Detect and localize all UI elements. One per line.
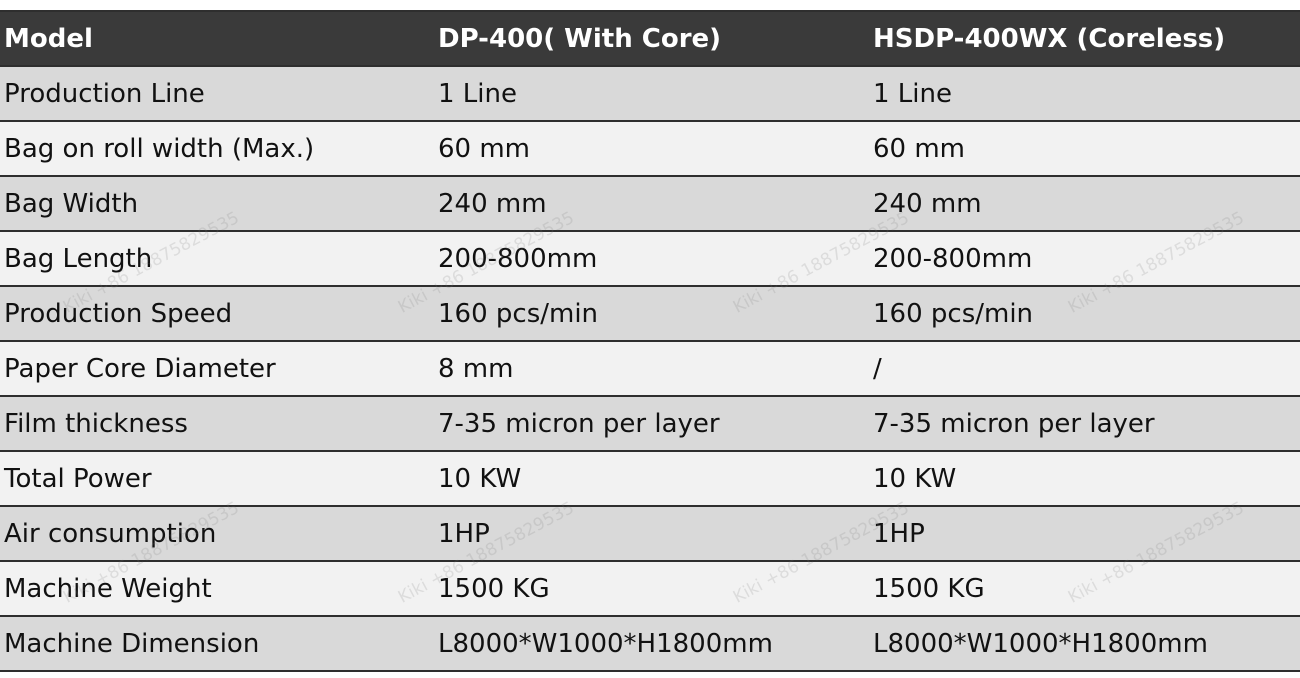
- cell-dp-400: 7-35 micron per layer: [434, 396, 869, 452]
- table-row: Production Line 1 Line 1 Line: [0, 66, 1300, 122]
- header-dp-400: DP-400( With Core): [434, 10, 869, 67]
- cell-dp-400: 60 mm: [434, 121, 869, 177]
- table-row: Bag on roll width (Max.) 60 mm 60 mm: [0, 121, 1300, 177]
- table-row: Air consumption 1HP 1HP: [0, 506, 1300, 562]
- cell-hsdp-400wx: L8000*W1000*H1800mm: [869, 616, 1300, 672]
- cell-hsdp-400wx: 60 mm: [869, 121, 1300, 177]
- table-row: Machine Weight 1500 KG 1500 KG: [0, 561, 1300, 617]
- cell-hsdp-400wx: 160 pcs/min: [869, 286, 1300, 342]
- row-label: Air consumption: [0, 506, 434, 562]
- row-label: Production Speed: [0, 286, 434, 342]
- cell-hsdp-400wx: 1 Line: [869, 66, 1300, 122]
- table-row: Film thickness 7-35 micron per layer 7-35 …: [0, 396, 1300, 452]
- table-row: Paper Core Diameter 8 mm /: [0, 341, 1300, 397]
- cell-dp-400: 160 pcs/min: [434, 286, 869, 342]
- table-row: Bag Length 200-800mm 200-800mm: [0, 231, 1300, 287]
- cell-hsdp-400wx: 1HP: [869, 506, 1300, 562]
- table-row: Bag Width 240 mm 240 mm: [0, 176, 1300, 232]
- cell-dp-400: 10 KW: [434, 451, 869, 507]
- cell-dp-400: 200-800mm: [434, 231, 869, 287]
- cell-dp-400: L8000*W1000*H1800mm: [434, 616, 869, 672]
- row-label: Bag Width: [0, 176, 434, 232]
- cell-dp-400: 8 mm: [434, 341, 869, 397]
- cell-dp-400: 1 Line: [434, 66, 869, 122]
- row-label: Machine Dimension: [0, 616, 434, 672]
- spec-table: Model DP-400( With Core) HSDP-400WX (Cor…: [0, 10, 1300, 672]
- row-label: Paper Core Diameter: [0, 341, 434, 397]
- cell-hsdp-400wx: 10 KW: [869, 451, 1300, 507]
- cell-hsdp-400wx: 1500 KG: [869, 561, 1300, 617]
- table-row: Production Speed 160 pcs/min 160 pcs/min: [0, 286, 1300, 342]
- row-label: Machine Weight: [0, 561, 434, 617]
- cell-dp-400: 1500 KG: [434, 561, 869, 617]
- row-label: Bag on roll width (Max.): [0, 121, 434, 177]
- table-row: Machine Dimension L8000*W1000*H1800mm L800…: [0, 616, 1300, 672]
- table-header-row: Model DP-400( With Core) HSDP-400WX (Cor…: [0, 10, 1300, 67]
- cell-hsdp-400wx: 7-35 micron per layer: [869, 396, 1300, 452]
- row-label: Production Line: [0, 66, 434, 122]
- cell-dp-400: 1HP: [434, 506, 869, 562]
- row-label: Film thickness: [0, 396, 434, 452]
- header-model: Model: [0, 10, 434, 67]
- row-label: Total Power: [0, 451, 434, 507]
- header-hsdp-400wx: HSDP-400WX (Coreless): [869, 10, 1300, 67]
- table-row: Total Power 10 KW 10 KW: [0, 451, 1300, 507]
- row-label: Bag Length: [0, 231, 434, 287]
- cell-hsdp-400wx: 240 mm: [869, 176, 1300, 232]
- cell-hsdp-400wx: /: [869, 341, 1300, 397]
- cell-hsdp-400wx: 200-800mm: [869, 231, 1300, 287]
- cell-dp-400: 240 mm: [434, 176, 869, 232]
